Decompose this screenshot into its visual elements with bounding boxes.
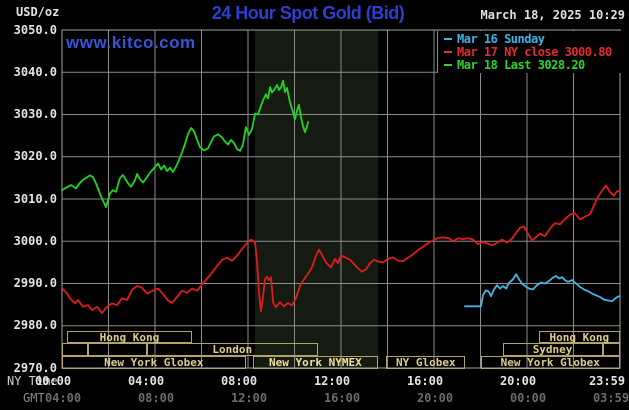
- session-label: New York Globex: [104, 355, 204, 369]
- page-title: 24 Hour Spot Gold (Bid): [211, 3, 405, 23]
- session-label: New York NYMEX: [269, 355, 362, 369]
- session-box-new-york-globex: New York Globex: [480, 355, 620, 369]
- session-box-sydney: Sydney: [502, 342, 603, 356]
- mar18-line-swatch: [444, 63, 452, 66]
- series-line-1: [61, 184, 621, 314]
- session-box-unlabeled: [87, 343, 147, 356]
- legend: Mar 16 Sunday Mar 17 NY close 3000.80 Ma…: [437, 31, 621, 73]
- session-box-unlabeled: [602, 343, 620, 356]
- session-label: Hong Kong: [99, 330, 160, 344]
- gmt-tick-label: 04:00: [44, 391, 82, 405]
- gmt-tick-label: 16:00: [323, 391, 361, 405]
- session-box-unlabeled: [62, 343, 88, 356]
- datetime-label: March 18, 2025 10:29: [480, 8, 626, 22]
- legend-label-mar16: Mar 16 Sunday: [457, 31, 545, 46]
- session-box-new-york-nymex: New York NYMEX: [252, 355, 379, 369]
- ny-time-tick-label: 00:00: [34, 374, 72, 388]
- legend-item-mar17: Mar 17 NY close 3000.80: [438, 44, 621, 59]
- gmt-tick-label: 20:00: [416, 391, 454, 405]
- session-label: New York Globex: [500, 355, 600, 369]
- gmt-axis-caption: GMT: [23, 391, 45, 405]
- ny-time-axis-caption: NY Time: [7, 374, 58, 388]
- y-axis-tick-label: 3020.0: [13, 149, 57, 164]
- ny-time-tick-label: 04:00: [127, 374, 165, 388]
- session-label: Hong Kong: [549, 330, 610, 344]
- ny-time-tick-label: 12:00: [313, 374, 351, 388]
- unit-label: USD/oz: [16, 5, 60, 19]
- session-label: Sydney: [532, 342, 573, 356]
- legend-item-mar18: Mar 18 Last 3028.20: [438, 57, 621, 72]
- y-axis-tick-label: 3050.0: [13, 22, 57, 37]
- series-line-0: [464, 273, 621, 308]
- session-box-new-york-globex: New York Globex: [62, 355, 246, 369]
- gmt-tick-label: 12:00: [230, 391, 268, 405]
- session-label: London: [212, 342, 253, 356]
- y-axis-tick-label: 2980.0: [13, 318, 57, 333]
- gmt-tick-label: 08:00: [137, 391, 175, 405]
- legend-item-mar16: Mar 16 Sunday: [438, 31, 621, 46]
- legend-label-mar17: Mar 17 NY close 3000.80: [457, 44, 612, 59]
- y-axis-tick-label: 2990.0: [13, 276, 57, 290]
- y-axis-tick-label: 3030.0: [13, 107, 57, 121]
- session-box-hong-kong: Hong Kong: [538, 330, 620, 344]
- legend-label-mar18: Mar 18 Last 3028.20: [457, 57, 585, 72]
- plot-border: [61, 29, 621, 369]
- y-axis-tick-label: 3040.0: [13, 64, 57, 79]
- ny-time-tick-label: 20:00: [499, 374, 537, 388]
- kitco-watermark: www.kitco.com: [66, 33, 196, 52]
- gmt-tick-label: 03:59: [592, 391, 629, 405]
- series-line-2: [61, 79, 309, 208]
- mar16-line-swatch: [444, 37, 452, 40]
- session-box-hong-kong: Hong Kong: [66, 330, 193, 344]
- y-axis-tick-label: 2970.0: [13, 360, 57, 375]
- ny-time-tick-label: 16:00: [406, 374, 444, 388]
- gmt-tick-label: 00:00: [509, 391, 547, 405]
- session-label: NY Globex: [396, 355, 456, 369]
- y-axis-tick-label: 3000.0: [13, 233, 57, 248]
- session-box-ny-globex: NY Globex: [386, 355, 466, 369]
- y-axis-tick-label: 3010.0: [13, 191, 57, 206]
- ny-time-tick-label: 23:59: [588, 374, 626, 388]
- session-box-london: London: [146, 342, 318, 356]
- mar17-line-swatch: [444, 50, 452, 53]
- ny-time-tick-label: 08:00: [220, 374, 258, 388]
